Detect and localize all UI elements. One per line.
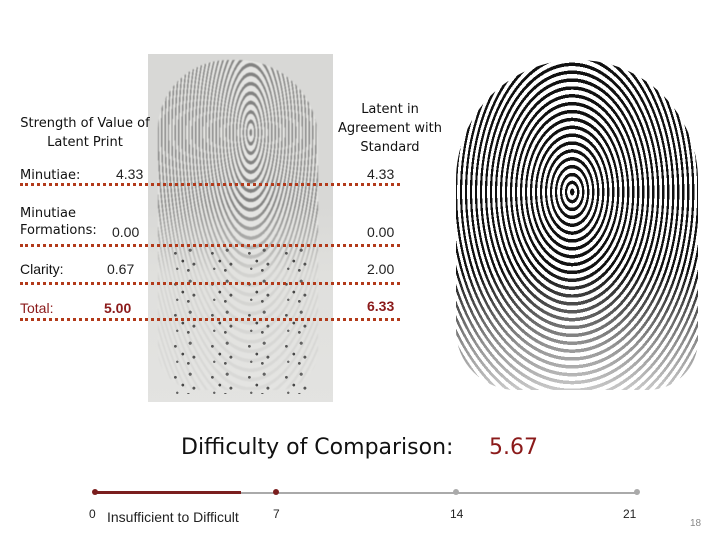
latent-strength-header: Strength of Value of Latent Print <box>20 116 150 150</box>
page-number: 18 <box>690 518 702 529</box>
row-divider <box>20 244 400 247</box>
row-divider <box>20 282 400 285</box>
row-label-clarity: Clarity: <box>20 261 64 277</box>
scale-tick-21-marker <box>634 489 640 495</box>
difficulty-value: 5.67 <box>489 435 538 460</box>
row-divider <box>20 318 400 321</box>
latent-value-total: 5.00 <box>104 300 132 316</box>
row-divider <box>20 183 400 186</box>
scale-tick-label: 7 <box>273 507 280 521</box>
scale-tick-label: 0 <box>89 507 96 521</box>
row-label-minutiae-formations: Minutiae Formations: <box>20 206 97 238</box>
scale-range-label: Insufficient to Difficult <box>107 509 239 525</box>
agreement-value-formations: 0.00 <box>367 224 395 240</box>
agreement-value-total: 6.33 <box>367 298 395 314</box>
scale-tick-label: 21 <box>623 507 637 521</box>
row-label-total: Total: <box>20 300 54 316</box>
difficulty-label: Difficulty of Comparison: <box>181 435 454 460</box>
latent-value-formations: 0.00 <box>112 224 140 240</box>
scale-tick-0-marker <box>92 489 98 495</box>
latent-print-image <box>148 54 333 402</box>
latent-value-clarity: 0.67 <box>107 261 135 277</box>
scale-tick-label: 14 <box>450 507 464 521</box>
difficulty-scale-fill <box>95 491 241 494</box>
standard-print-fade <box>450 270 712 396</box>
standard-print-image <box>450 60 712 396</box>
latent-value-minutiae: 4.33 <box>116 166 144 182</box>
agreement-header: Latent in Agreement with Standard <box>338 102 442 155</box>
agreement-value-clarity: 2.00 <box>367 261 395 277</box>
agreement-value-minutiae: 4.33 <box>367 166 395 182</box>
difficulty-scale-track <box>95 492 637 494</box>
difficulty-scale-marker <box>273 489 279 495</box>
row-label-minutiae: Minutiae: <box>20 168 81 183</box>
scale-tick-14-marker <box>453 489 459 495</box>
